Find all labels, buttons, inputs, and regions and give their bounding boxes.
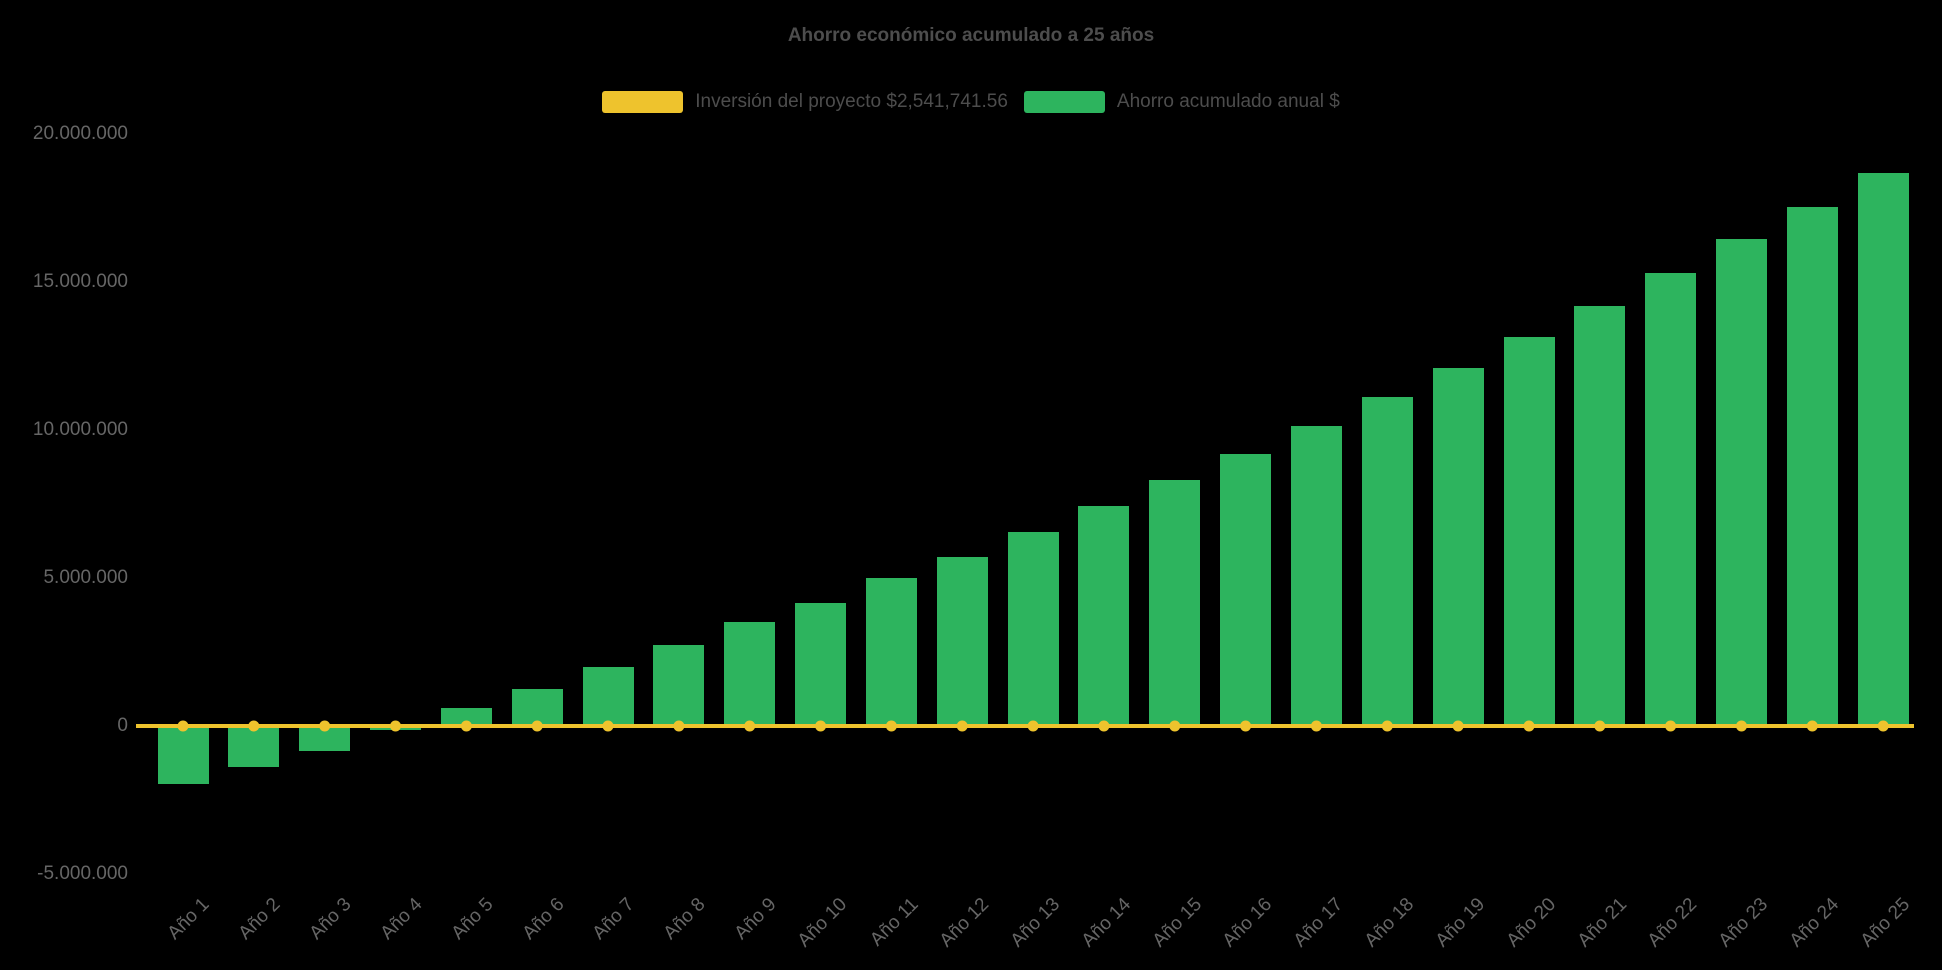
x-axis-label: Año 5	[447, 894, 498, 944]
line-point-marker	[956, 720, 968, 732]
x-axis-label: Año 23	[1714, 894, 1773, 952]
line-point-marker	[885, 720, 897, 732]
line-point-marker	[1381, 720, 1393, 732]
bar-año-22	[1645, 273, 1697, 726]
x-axis-label: Año 20	[1502, 894, 1560, 952]
line-point-marker	[390, 720, 401, 732]
line-point-marker	[1594, 720, 1606, 732]
bar-año-12	[936, 557, 988, 726]
x-axis-label: Año 18	[1360, 894, 1419, 952]
bar-año-21	[1574, 305, 1626, 726]
line-point-marker	[1665, 720, 1677, 732]
line-point-marker	[815, 720, 827, 732]
x-axis-label: Año 14	[1077, 894, 1135, 952]
legend-label: Inversión del proyecto $2,541,741.56	[695, 91, 1008, 112]
x-axis-label: Año 3	[305, 894, 356, 944]
x-axis-label: Año 2	[234, 894, 285, 944]
line-point-marker	[673, 720, 685, 732]
x-axis-label: Año 9	[730, 894, 781, 944]
line-point-marker	[319, 720, 331, 732]
x-axis-label: Año 12	[935, 894, 994, 952]
bar-año-20	[1503, 336, 1555, 726]
x-axis-label: Año 7	[588, 894, 639, 944]
bar-año-23	[1716, 239, 1767, 726]
x-axis-label: Año 21	[1573, 894, 1631, 952]
legend-swatch-savings	[1023, 91, 1105, 113]
line-point-marker	[460, 720, 472, 732]
legend-label: Ahorro acumulado anual $	[1116, 91, 1340, 112]
line-point-marker	[1736, 720, 1747, 732]
line-point-marker	[1310, 720, 1322, 732]
x-axis-label: Año 15	[1148, 894, 1206, 952]
bar-año-25	[1857, 172, 1909, 726]
line-point-marker	[248, 720, 260, 732]
bar-año-17	[1290, 425, 1342, 726]
x-axis-label: Año 4	[376, 894, 427, 944]
bar-año-18	[1361, 397, 1413, 726]
x-axis-label: Año 24	[1785, 894, 1844, 952]
bar-año-14	[1078, 505, 1130, 726]
chart-legend: Inversión del proyecto $2,541,741.56 Ahor…	[0, 91, 1942, 113]
line-point-marker	[602, 720, 614, 732]
chart-title: Ahorro económico acumulado a 25 años	[787, 25, 1155, 46]
y-axis-label: 20.000.000	[32, 123, 128, 144]
line-point-marker	[1098, 720, 1110, 732]
bar-año-6	[511, 689, 563, 726]
line-point-marker	[1169, 720, 1181, 732]
bar-año-13	[1007, 532, 1059, 726]
x-axis-label: Año 6	[518, 894, 569, 944]
y-axis-label: 10.000.000	[32, 419, 128, 440]
bar-año-15	[1149, 480, 1201, 726]
bar-año-10	[795, 603, 847, 726]
y-axis-label: 5.000.000	[43, 567, 128, 588]
x-axis-label: Año 13	[1006, 894, 1064, 952]
line-point-marker	[531, 720, 543, 732]
legend-item-savings[interactable]: Ahorro acumulado anual $	[1023, 91, 1340, 113]
legend-swatch-investment	[602, 91, 684, 113]
x-axis-label: Año 11	[865, 894, 923, 951]
y-axis-label: -5.000.000	[37, 863, 128, 884]
x-axis-label: Año 19	[1431, 894, 1489, 952]
x-axis-label: Año 25	[1856, 894, 1915, 952]
bar-año-5	[440, 708, 492, 726]
bar-año-8	[653, 644, 705, 726]
legend-item-investment[interactable]: Inversión del proyecto $2,541,741.56	[602, 91, 1008, 113]
bar-año-19	[1432, 367, 1484, 726]
investment-line-series	[136, 720, 1914, 732]
x-axis-label: Año 16	[1219, 894, 1277, 952]
y-axis-label: 15.000.000	[32, 271, 128, 292]
bar-año-11	[865, 578, 917, 726]
line-point-marker	[1806, 720, 1818, 732]
bar-año-24	[1786, 206, 1838, 726]
bar-año-2	[228, 726, 280, 768]
bar-año-9	[724, 622, 776, 726]
x-axis-label: Año 10	[794, 894, 852, 952]
bar-año-16	[1220, 453, 1272, 726]
bar-año-1	[157, 726, 209, 784]
line-point-marker	[744, 720, 756, 732]
x-axis-label: Año 17	[1289, 894, 1348, 952]
line-point-marker	[1452, 720, 1464, 732]
line-point-marker	[177, 720, 189, 732]
x-axis-label: Año 8	[659, 894, 710, 944]
x-axis-label: Año 22	[1644, 894, 1702, 952]
x-axis-label: Año 1	[163, 894, 214, 944]
line-point-marker	[1240, 720, 1252, 732]
bar-año-7	[582, 666, 634, 726]
line-point-marker	[1877, 720, 1889, 732]
line-point-marker	[1027, 720, 1039, 732]
y-axis-label: 0	[117, 715, 128, 736]
line-point-marker	[1523, 720, 1535, 732]
